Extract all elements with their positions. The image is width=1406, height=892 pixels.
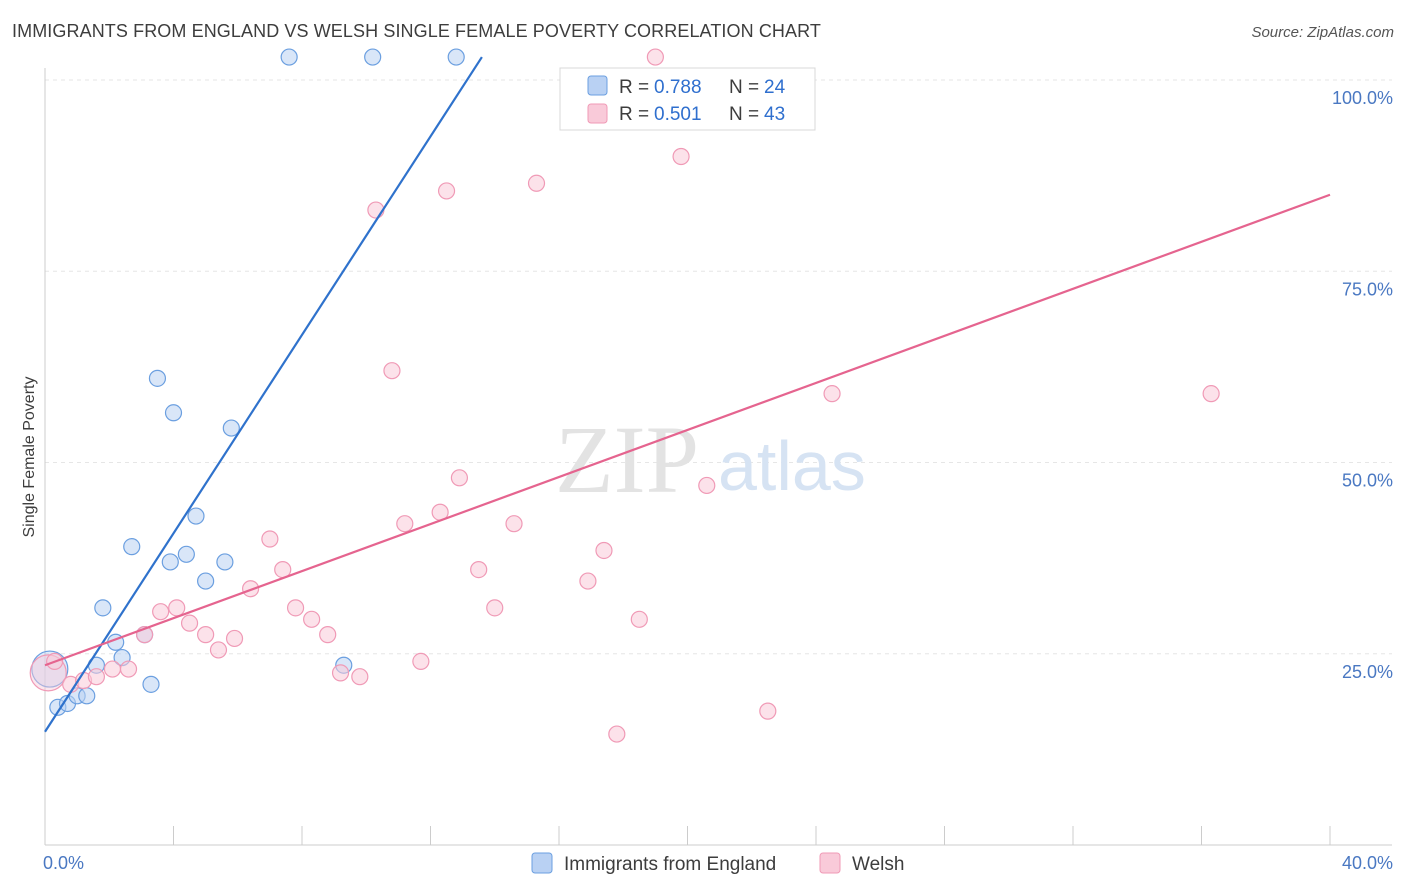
welsh-point: [119, 660, 138, 678]
england-point: [177, 545, 195, 563]
england-point: [222, 419, 240, 437]
welsh-point: [103, 660, 122, 678]
watermark: ZIP atlas: [555, 406, 866, 513]
welsh-point: [197, 626, 215, 644]
series-legend-swatch-england: [531, 852, 553, 874]
chart-title: IMMIGRANTS FROM ENGLAND VS WELSH SINGLE …: [12, 21, 821, 41]
welsh-point: [351, 668, 369, 686]
series-legend: Immigrants from England Welsh: [531, 852, 904, 875]
welsh-point: [823, 385, 841, 403]
welsh-trend-line: [44, 193, 1331, 667]
welsh-point: [331, 664, 350, 682]
watermark-zip: ZIP: [555, 406, 699, 513]
welsh-point: [646, 48, 664, 66]
welsh-point: [608, 725, 626, 743]
x-tick-max: 40.0%: [1342, 853, 1393, 873]
england-point: [94, 599, 112, 617]
welsh-point: [1202, 385, 1220, 403]
welsh-point: [470, 560, 488, 579]
watermark-atlas: atlas: [718, 427, 866, 505]
welsh-point: [261, 530, 279, 548]
welsh-point: [505, 515, 523, 533]
welsh-point: [180, 614, 199, 632]
source-label: Source: ZipAtlas.com: [1251, 24, 1394, 41]
england-point: [164, 404, 183, 422]
welsh-point: [595, 541, 613, 560]
welsh-point: [367, 201, 385, 219]
series-legend-swatch-welsh: [819, 852, 841, 874]
england-point: [123, 538, 141, 556]
trend-lines: [44, 56, 1331, 733]
welsh-point: [396, 515, 414, 533]
y-tick-labels: 25.0% 50.0% 75.0% 100.0%: [1332, 88, 1393, 682]
legend-n-label-welsh: N =: [729, 104, 759, 125]
y-tick-label-25: 25.0%: [1342, 662, 1393, 682]
welsh-point: [579, 572, 597, 590]
legend-n-label-england: N =: [729, 77, 759, 98]
welsh-point: [486, 599, 504, 617]
legend-n-value-england: 24: [764, 77, 786, 98]
legend: R = 0.788 N = 24 R = 0.501 N = 43: [559, 67, 816, 131]
welsh-point: [286, 599, 305, 617]
welsh-point: [383, 362, 401, 380]
welsh-point: [759, 702, 777, 720]
welsh-point: [437, 182, 456, 200]
england-point: [187, 507, 205, 525]
welsh-point: [698, 476, 716, 495]
legend-r-label-england: R =: [619, 77, 649, 98]
legend-n-value-welsh: 43: [764, 104, 785, 125]
england-point: [78, 687, 96, 705]
welsh-point: [672, 147, 690, 166]
x-tick-min: 0.0%: [43, 853, 84, 873]
legend-swatch-welsh: [587, 103, 608, 124]
welsh-point: [152, 603, 170, 621]
welsh-point: [527, 174, 546, 192]
y-tick-label-75: 75.0%: [1342, 279, 1393, 299]
welsh-point: [242, 580, 260, 598]
welsh-point: [87, 668, 106, 686]
welsh-point: [303, 610, 321, 628]
england-trend-line: [44, 56, 483, 733]
y-tick-label-100: 100.0%: [1332, 88, 1393, 108]
series-legend-welsh: Welsh: [852, 854, 904, 875]
legend-r-value-welsh: 0.501: [654, 104, 702, 125]
england-point: [148, 369, 167, 387]
y-tick-label-50: 50.0%: [1342, 471, 1393, 491]
england-point: [280, 48, 298, 66]
england-point: [216, 553, 234, 571]
legend-swatch-england: [587, 75, 608, 96]
england-point: [364, 48, 382, 66]
welsh-point: [412, 652, 430, 671]
england-point: [197, 572, 215, 590]
welsh-point: [209, 641, 228, 659]
england-point: [447, 48, 465, 66]
welsh-point: [630, 610, 648, 628]
gridlines: [45, 79, 1392, 655]
legend-r-value-england: 0.788: [654, 77, 702, 98]
axes: [44, 68, 1392, 846]
legend-r-label-welsh: R =: [619, 104, 649, 125]
england-point: [161, 553, 179, 571]
data-points: [29, 48, 1220, 743]
welsh-point: [450, 469, 469, 487]
england-point: [142, 675, 160, 693]
series-legend-england: Immigrants from England: [564, 854, 776, 875]
y-axis-label: Single Female Poverty: [21, 377, 38, 538]
welsh-point: [168, 599, 186, 617]
welsh-point: [319, 626, 337, 644]
welsh-point: [225, 629, 244, 648]
